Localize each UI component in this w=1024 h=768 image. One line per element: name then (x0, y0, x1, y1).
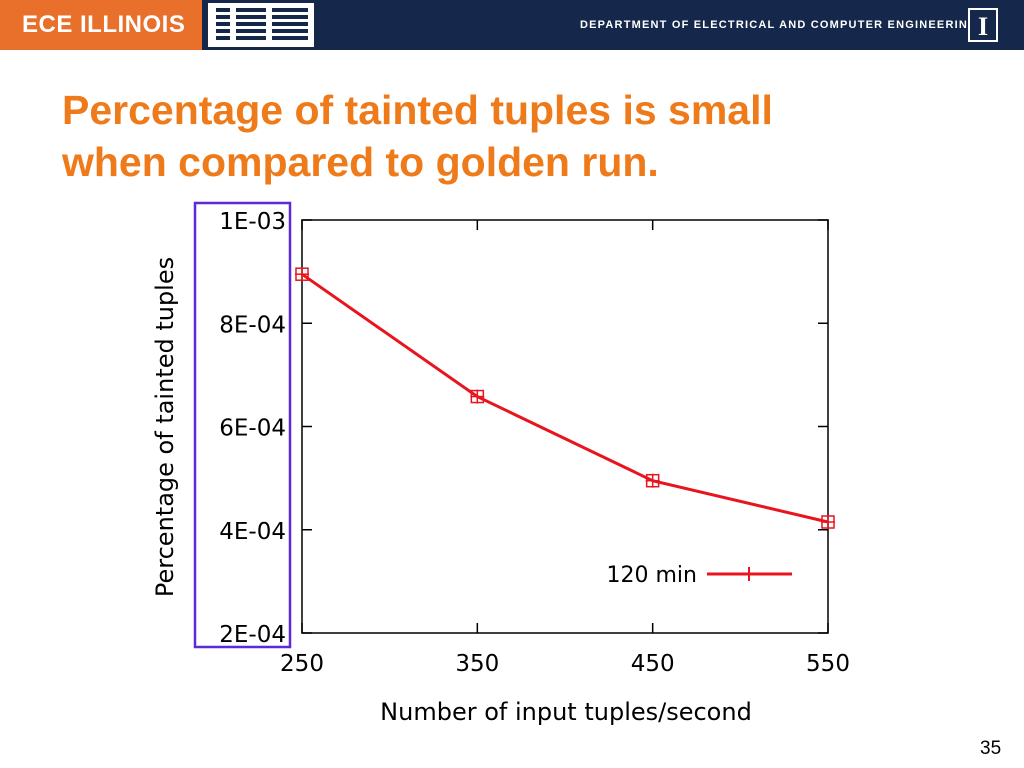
series-group (295, 267, 835, 530)
data-point (645, 473, 660, 488)
university-mark-letter: I (978, 12, 988, 41)
header-bar: ECE ILLINOIS DEPARTMENT OF ELECTRICAL AN… (0, 0, 1024, 50)
y-tick-label: 1E-03 (219, 209, 286, 235)
axis-highlight-box (193, 201, 292, 649)
x-axis-label: Number of input tuples/second (380, 698, 752, 726)
x-tick-label: 250 (280, 651, 324, 677)
legend-label: 120 min (607, 563, 697, 588)
brand-logo: ECE ILLINOIS (0, 0, 202, 50)
ibm-logo-icon (208, 3, 314, 47)
y-tick-label: 6E-04 (219, 416, 286, 442)
x-axis-ticks: 250 350 450 550 (280, 220, 850, 677)
legend: 120 min (607, 563, 792, 588)
data-point (821, 515, 835, 530)
series-line (301, 272, 829, 524)
slide-title: Percentage of tainted tuples is small wh… (62, 84, 1002, 188)
data-point (470, 389, 485, 404)
y-tick-label: 4E-04 (219, 519, 286, 545)
x-tick-label: 450 (631, 651, 675, 677)
slide-title-line-2: when compared to golden run. (62, 139, 659, 185)
y-axis-ticks: 2E-04 4E-04 6E-04 8E-04 1E-03 (219, 209, 828, 648)
x-tick-label: 550 (806, 651, 850, 677)
slide-title-line-1: Percentage of tainted tuples is small (62, 87, 773, 133)
university-mark: I (968, 8, 998, 42)
illinois-i-icon: I (968, 8, 998, 42)
department-name: DEPARTMENT OF ELECTRICAL AND COMPUTER EN… (580, 19, 978, 31)
y-tick-label: 2E-04 (219, 622, 286, 648)
page-number: 35 (980, 738, 1002, 759)
x-tick-label: 350 (455, 651, 499, 677)
ibm-logo (208, 3, 314, 47)
y-tick-label: 8E-04 (219, 312, 286, 338)
y-axis-label: Percentage of tainted tuples (151, 257, 179, 597)
data-point (295, 267, 309, 282)
